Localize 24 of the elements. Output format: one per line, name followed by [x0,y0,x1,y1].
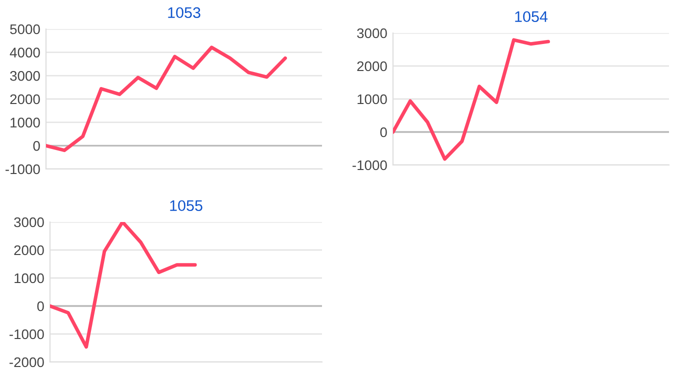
y-tick-label: 0 [37,301,44,312]
chart-title: 1053 [168,7,200,18]
y-tick-label: 0 [33,141,40,151]
y-tick-label: 1000 [14,273,44,284]
line-series [393,38,550,161]
line-series [46,46,287,152]
y-tick-label: 1000 [10,118,40,128]
y-tick-label: 3000 [357,28,387,38]
y-tick-label: 4000 [10,48,40,58]
y-tick-label: 3000 [10,71,40,81]
y-tick-label: 2000 [357,61,387,72]
y-tick-label: -2000 [10,357,44,368]
y-tick-label: -1000 [6,164,40,174]
chart-title: 1055 [170,200,202,212]
y-tick-label: 1000 [358,94,387,104]
y-tick-label: 5000 [10,24,40,34]
y-tick-label: 0 [380,127,387,138]
y-tick-label: 2000 [10,94,40,104]
y-tick-label: 2000 [14,245,44,256]
line-series [50,222,197,349]
chart-title: 1054 [515,11,548,22]
y-tick-label: 3000 [14,217,44,228]
y-tick-label: -1000 [10,329,44,340]
y-tick-label: -1000 [352,160,387,170]
